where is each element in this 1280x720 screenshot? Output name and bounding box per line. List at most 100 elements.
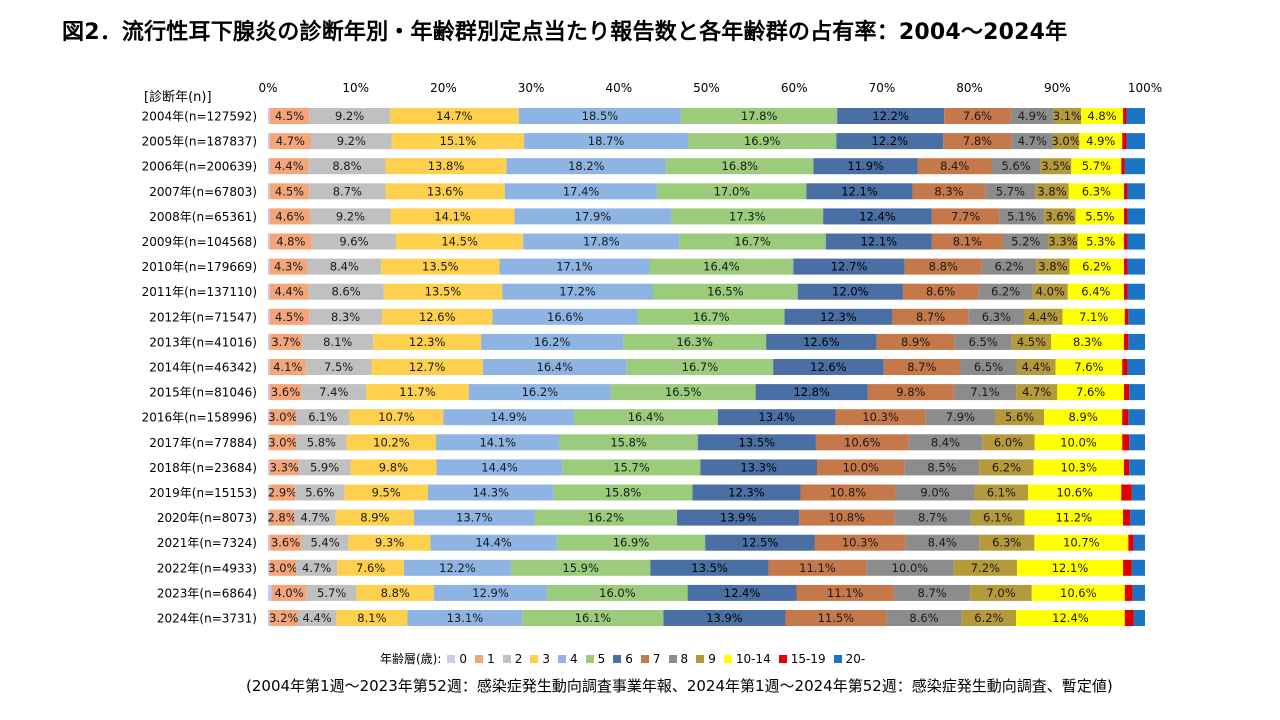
bar-segment-6 — [650, 559, 769, 576]
bar-segment-1 — [269, 509, 295, 526]
data-label: 4.9% — [1018, 109, 1047, 123]
data-label: 3.3% — [270, 460, 299, 474]
bar-segment-20- — [1131, 559, 1145, 576]
data-label: 18.7% — [588, 134, 625, 148]
data-label: 13.6% — [427, 184, 464, 198]
legend-swatch — [640, 654, 649, 663]
data-label: 8.7% — [916, 310, 945, 324]
data-label: 17.1% — [556, 260, 593, 274]
bar-segment-10-14 — [1031, 584, 1125, 601]
data-label: 3.1% — [1053, 109, 1082, 123]
bar-segment-5 — [657, 183, 807, 200]
y-category-label: 2013年(n=41016) — [149, 335, 257, 349]
bar-segment-3 — [356, 584, 434, 601]
bar-segment-9 — [1036, 258, 1070, 275]
data-label: 16.2% — [522, 385, 559, 399]
legend-item-0: 0 — [447, 652, 467, 666]
bar-segment-3 — [396, 233, 524, 250]
data-label: 6.2% — [992, 460, 1021, 474]
bar-segment-2 — [309, 108, 390, 124]
bar-segment-15-19 — [1123, 333, 1129, 350]
data-label: 6.5% — [974, 360, 1003, 374]
data-label: 15.1% — [440, 134, 477, 148]
bar-segment-10-14 — [1068, 183, 1124, 200]
bar-segment-7 — [917, 158, 992, 175]
bar-segment-5 — [510, 559, 651, 576]
data-label: 3.3% — [1048, 235, 1077, 249]
bar-segment-0 — [268, 333, 270, 350]
x-tick-label: 40% — [605, 81, 632, 95]
bar-segment-3 — [390, 208, 515, 225]
bar-segment-10-14 — [1079, 133, 1123, 150]
bar-segment-20- — [1128, 409, 1145, 426]
bar-segment-10-14 — [1069, 258, 1124, 275]
bar-segment-15-19 — [1122, 359, 1128, 375]
data-label: 16.7% — [682, 360, 719, 374]
bar-segment-4 — [427, 484, 554, 501]
bar-segment-8 — [953, 384, 1017, 401]
data-label: 4.6% — [275, 209, 304, 223]
data-label: 4.0% — [1036, 285, 1065, 299]
legend-label: 20- — [845, 651, 866, 666]
data-label: 6.1% — [987, 486, 1016, 500]
bar-segment-20- — [1126, 133, 1145, 150]
bar-segment-1 — [269, 158, 309, 175]
data-label: 10.7% — [378, 410, 415, 424]
bar-segment-3 — [382, 308, 493, 325]
bar-segment-0 — [268, 183, 270, 200]
bar-segment-2 — [308, 158, 386, 175]
bar-segment-4 — [523, 233, 680, 250]
legend-item-6: 6 — [613, 652, 633, 666]
bar-segment-9 — [1011, 333, 1052, 350]
x-tick-label: 0% — [258, 81, 277, 95]
y-category-label: 2005年(n=187837) — [142, 135, 257, 149]
bar-segment-20- — [1133, 610, 1145, 626]
data-label: 6.1% — [308, 410, 337, 424]
source-note: (2004年第1週～2023年第52週：感染症発生動向調査事業年報、2024年第… — [246, 677, 1113, 695]
bar-segment-7 — [867, 384, 954, 401]
bar-segment-8 — [991, 158, 1041, 175]
bar-segment-1 — [269, 559, 297, 576]
bar-segment-5 — [522, 610, 664, 626]
bar-segment-6 — [687, 584, 797, 601]
data-label: 12.4% — [1052, 611, 1089, 625]
data-label: 6.2% — [1082, 260, 1111, 274]
data-label: 13.9% — [720, 511, 757, 525]
data-label: 10.2% — [373, 435, 410, 449]
data-label: 12.9% — [472, 586, 509, 600]
bar-segment-8 — [968, 308, 1024, 325]
bar-segment-20- — [1129, 384, 1145, 401]
bar-segment-9 — [1040, 158, 1072, 175]
data-label: 12.8% — [793, 385, 830, 399]
data-label: 10.3% — [842, 536, 879, 550]
data-label: 16.2% — [534, 335, 571, 349]
bar-segment-6 — [717, 409, 836, 426]
bar-segment-6 — [773, 359, 884, 375]
data-label: 3.0% — [268, 410, 297, 424]
data-label: 11.1% — [799, 561, 836, 575]
bar-segment-10-14 — [1034, 534, 1129, 551]
bar-segment-9 — [970, 509, 1025, 526]
bar-segment-10-14 — [1024, 509, 1124, 526]
bar-segment-6 — [813, 158, 918, 175]
data-label: 2.8% — [267, 511, 296, 525]
bar-segment-10-14 — [1071, 158, 1122, 175]
bar-segment-6 — [836, 133, 944, 150]
bar-segment-20- — [1129, 434, 1145, 451]
bar-segment-9 — [1035, 183, 1069, 200]
y-category-label: 2011年(n=137110) — [142, 285, 257, 299]
bar-segment-4 — [407, 610, 523, 626]
bar-segment-20- — [1130, 509, 1145, 526]
bar-segment-0 — [268, 208, 270, 225]
bar-segment-2 — [311, 233, 397, 250]
bar-segment-15-19 — [1123, 283, 1128, 300]
data-label: 4.4% — [274, 285, 303, 299]
bar-segment-8 — [981, 258, 1037, 275]
data-label: 9.6% — [339, 235, 368, 249]
bar-segment-1 — [269, 108, 310, 124]
bar-segment-8 — [1011, 133, 1053, 150]
legend-label: 2 — [514, 651, 523, 666]
legend-label: 8 — [680, 651, 689, 666]
chart-title: 図2．流行性耳下腺炎の診断年別・年齢群別定点当たり報告数と各年齢群の占有率：20… — [62, 20, 1068, 45]
y-category-label: 2018年(n=23684) — [149, 461, 257, 475]
